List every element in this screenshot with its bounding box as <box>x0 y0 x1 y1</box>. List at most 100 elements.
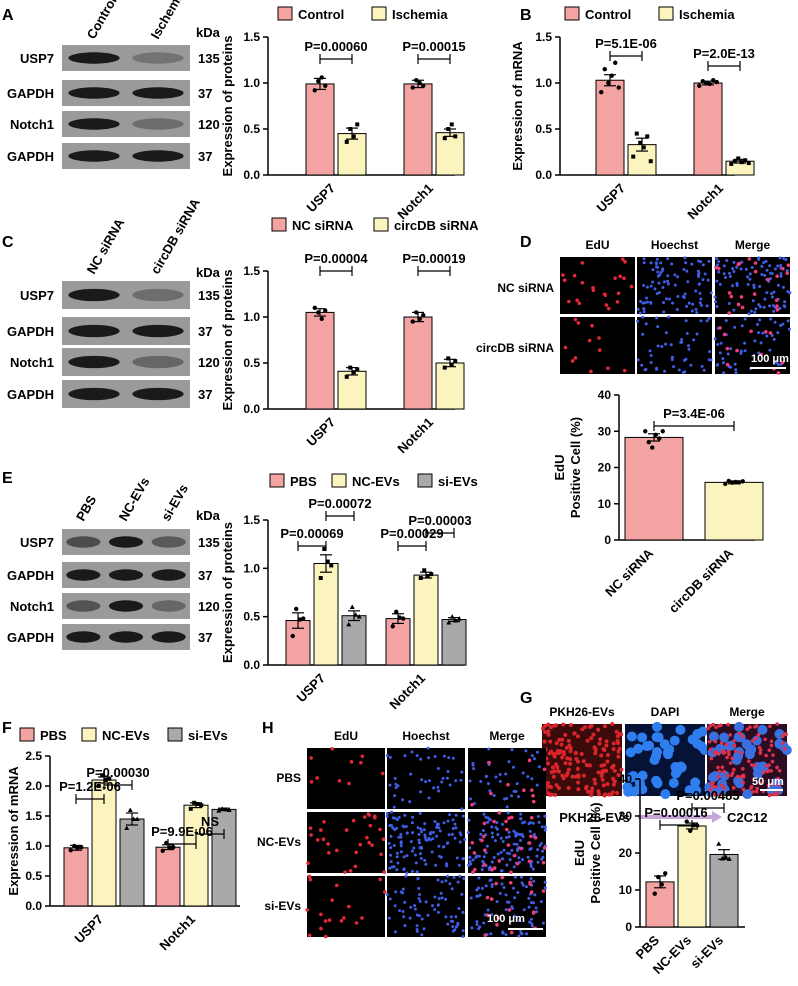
cell-dot <box>573 751 578 756</box>
cell-dot <box>556 769 561 774</box>
cell-dot <box>337 778 342 783</box>
cell-dot <box>727 311 731 315</box>
cell-dot <box>496 833 500 837</box>
cell-dot <box>589 369 593 374</box>
cell-dot <box>446 841 450 845</box>
data-point <box>401 616 406 621</box>
data-point <box>351 370 356 375</box>
cell-dot <box>454 915 458 919</box>
cell-dot <box>686 280 690 284</box>
cell-dot <box>450 832 454 836</box>
cell-dot <box>758 751 763 756</box>
cell-dot <box>718 351 722 355</box>
cell-dot <box>754 724 759 728</box>
cell-dot <box>435 822 439 826</box>
cell-dot <box>478 925 482 929</box>
cell-dot <box>656 270 660 274</box>
cell-dot <box>535 783 539 787</box>
cell-dot <box>748 725 752 729</box>
cell-dot <box>527 859 532 864</box>
cell-dot <box>480 838 484 843</box>
data-point <box>695 823 700 828</box>
cell-dot <box>716 343 720 347</box>
cell-dot <box>730 771 735 775</box>
blot-lane-label: si-EVs <box>158 482 191 524</box>
cell-dot <box>668 297 672 301</box>
cell-dot <box>707 739 712 744</box>
cell-dot <box>459 778 463 782</box>
cell-dot <box>542 767 547 772</box>
y-tick-label: 0.5 <box>243 122 260 136</box>
cell-dot <box>753 269 758 274</box>
kda-value: 37 <box>198 86 212 101</box>
cell-dot <box>433 895 437 899</box>
cell-dot <box>555 751 560 756</box>
cell-dot <box>437 826 441 830</box>
cell-dot <box>427 779 431 783</box>
cell-dot <box>702 368 706 372</box>
cell-dot <box>740 305 745 310</box>
cell-dot <box>728 761 733 765</box>
cell-dot <box>689 363 693 367</box>
cell-dot <box>736 262 741 267</box>
cell-dot <box>774 361 778 365</box>
cell-dot <box>543 880 547 884</box>
cell-dot <box>597 792 602 797</box>
cell-dot <box>500 875 505 880</box>
p-value-label: P=0.00016 <box>644 805 707 820</box>
cell-dot <box>770 782 775 786</box>
cell-dot <box>718 282 722 286</box>
cell-dot <box>563 732 568 737</box>
cell-dot <box>423 835 427 839</box>
cell-dot <box>732 308 736 312</box>
cell-dot <box>759 341 763 345</box>
cell-dot <box>471 763 475 767</box>
cell-dot <box>649 284 653 288</box>
data-point <box>631 154 636 159</box>
cell-dot <box>482 921 486 925</box>
data-point <box>394 609 399 615</box>
blot-row-label: Notch1 <box>10 117 54 132</box>
cell-dot <box>519 875 523 879</box>
cell-dot <box>734 368 738 372</box>
cell-dot <box>511 886 515 890</box>
data-point <box>356 614 362 619</box>
cell-dot <box>475 923 479 927</box>
cell-dot <box>308 826 313 830</box>
uptake-source-label: PKH26-EVs <box>559 810 630 825</box>
cell-dot <box>729 347 733 351</box>
cell-dot <box>514 834 518 838</box>
cell-dot <box>563 761 568 766</box>
blot-row-label: GAPDH <box>7 86 54 101</box>
cell-dot <box>703 272 707 276</box>
cell-dot <box>568 746 573 751</box>
cell-dot <box>467 818 471 822</box>
cell-dot <box>673 283 677 287</box>
cell-dot <box>490 825 494 829</box>
blot-lane-label: Ischemia <box>148 0 189 41</box>
cell-dot <box>684 357 688 361</box>
cell-dot <box>768 348 772 352</box>
cell-dot <box>576 321 581 325</box>
cell-dot <box>713 793 717 797</box>
cell-dot <box>530 777 534 781</box>
data-point <box>414 310 419 315</box>
cell-dot <box>558 749 563 754</box>
blot-band <box>132 387 184 401</box>
cell-dot <box>444 879 448 883</box>
cell-dot <box>776 790 780 795</box>
bar <box>709 853 739 928</box>
cell-dot <box>436 878 440 882</box>
kda-value: 120 <box>198 117 220 132</box>
data-point <box>684 819 689 824</box>
x-tick-label: USP7 <box>303 415 338 450</box>
cell-dot <box>645 296 649 300</box>
cell-dot <box>512 914 516 918</box>
cell-dot <box>543 814 547 818</box>
cell-dot <box>347 904 351 909</box>
cell-dot <box>436 785 440 789</box>
cell-dot <box>403 754 407 758</box>
data-point <box>351 134 356 139</box>
blot-band <box>151 600 186 612</box>
cell-dot <box>652 721 663 732</box>
